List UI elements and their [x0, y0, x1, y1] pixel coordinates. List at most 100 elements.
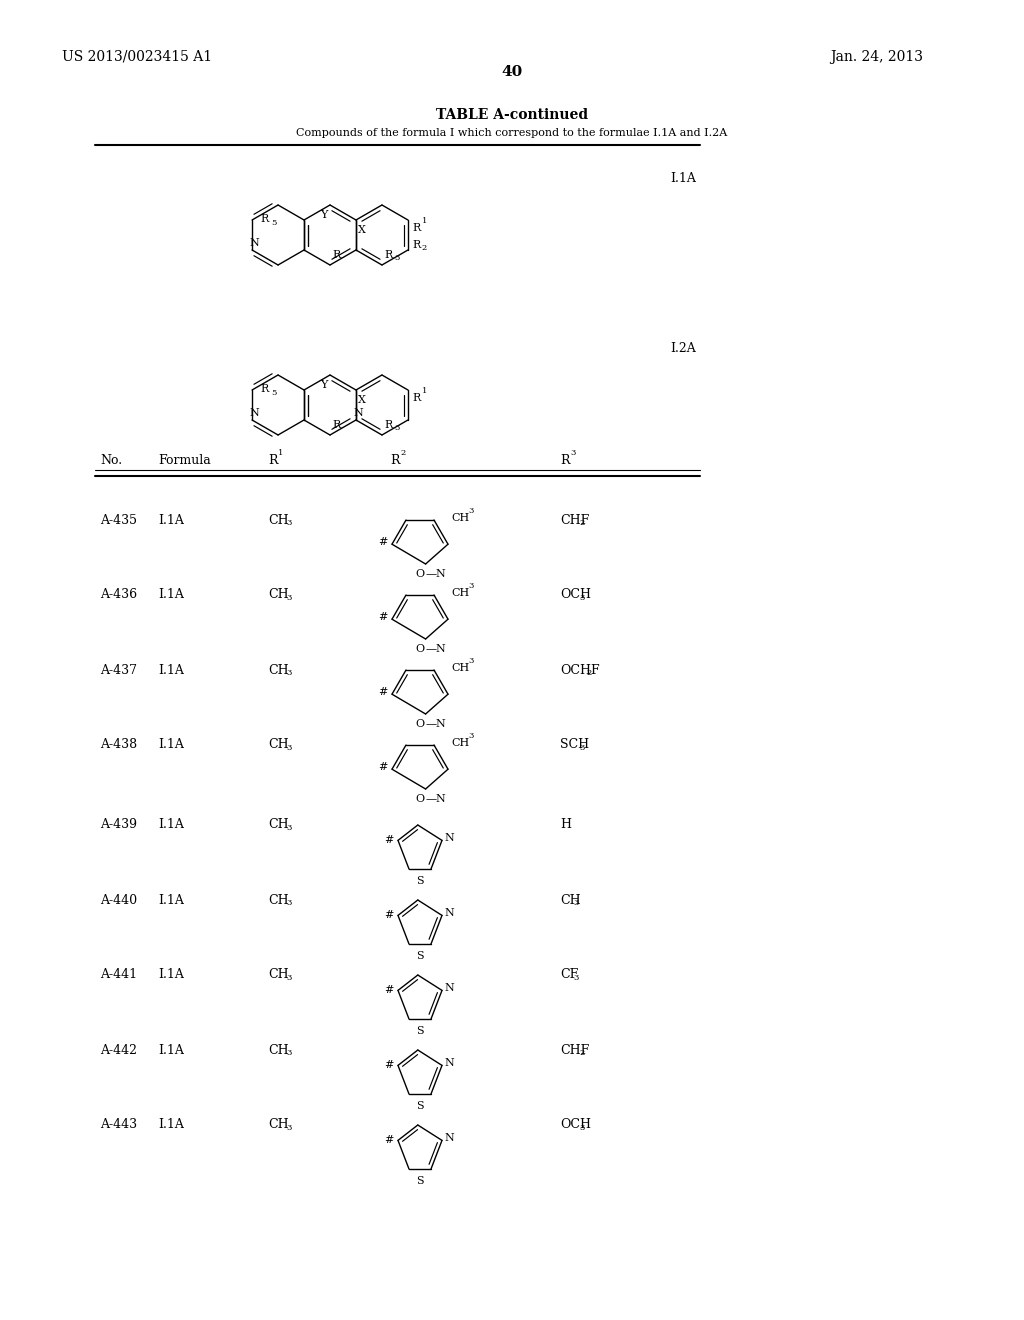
Text: CH: CH — [268, 818, 289, 832]
Text: R: R — [384, 249, 392, 260]
Text: R: R — [260, 384, 268, 393]
Text: R: R — [332, 249, 340, 260]
Text: S: S — [416, 876, 424, 886]
Text: —: — — [426, 644, 437, 653]
Text: I.2A: I.2A — [670, 342, 695, 355]
Text: 3: 3 — [286, 974, 292, 982]
Text: I.1A: I.1A — [158, 969, 184, 982]
Text: #: # — [378, 537, 387, 546]
Text: SCH: SCH — [560, 738, 589, 751]
Text: #: # — [384, 836, 393, 845]
Text: I.1A: I.1A — [158, 589, 184, 602]
Text: CH: CH — [268, 589, 289, 602]
Text: CH: CH — [451, 513, 469, 523]
Text: 3: 3 — [468, 657, 473, 665]
Text: CH: CH — [560, 894, 581, 907]
Text: R: R — [260, 214, 268, 224]
Text: X: X — [358, 395, 366, 405]
Text: CH: CH — [268, 1044, 289, 1056]
Text: 2: 2 — [580, 1049, 585, 1057]
Text: R: R — [332, 420, 340, 430]
Text: R: R — [412, 393, 420, 403]
Text: CH: CH — [268, 513, 289, 527]
Text: N: N — [444, 1134, 454, 1143]
Text: Y: Y — [319, 380, 328, 389]
Text: A-439: A-439 — [100, 818, 137, 832]
Text: R: R — [390, 454, 399, 466]
Text: —: — — [426, 795, 437, 804]
Text: #: # — [384, 986, 393, 995]
Text: 3: 3 — [286, 1049, 292, 1057]
Text: N: N — [435, 719, 444, 729]
Text: OCH: OCH — [560, 589, 591, 602]
Text: 3: 3 — [394, 253, 399, 261]
Text: #: # — [384, 1135, 393, 1146]
Text: 3: 3 — [286, 899, 292, 907]
Text: 3: 3 — [468, 582, 473, 590]
Text: CHF: CHF — [560, 1044, 589, 1056]
Text: N: N — [435, 795, 444, 804]
Text: 3: 3 — [286, 669, 292, 677]
Text: N: N — [435, 569, 444, 579]
Text: TABLE A-continued: TABLE A-continued — [436, 108, 588, 121]
Text: #: # — [378, 612, 387, 622]
Text: O: O — [415, 795, 424, 804]
Text: N: N — [444, 908, 454, 919]
Text: A-443: A-443 — [100, 1118, 137, 1131]
Text: 2: 2 — [422, 244, 427, 252]
Text: N: N — [444, 1059, 454, 1068]
Text: 3: 3 — [468, 733, 473, 741]
Text: CHF: CHF — [560, 513, 589, 527]
Text: #: # — [384, 1060, 393, 1071]
Text: CH: CH — [268, 969, 289, 982]
Text: —: — — [426, 569, 437, 579]
Text: 1: 1 — [422, 387, 427, 395]
Text: O: O — [415, 644, 424, 653]
Text: 3: 3 — [468, 507, 473, 515]
Text: N: N — [444, 833, 454, 843]
Text: I.1A: I.1A — [158, 1044, 184, 1056]
Text: 3: 3 — [580, 1125, 585, 1133]
Text: 5: 5 — [271, 389, 276, 397]
Text: 3: 3 — [286, 519, 292, 527]
Text: Y: Y — [319, 210, 328, 220]
Text: CF: CF — [560, 969, 579, 982]
Text: CH: CH — [451, 587, 469, 598]
Text: 3: 3 — [286, 1125, 292, 1133]
Text: N: N — [435, 644, 444, 653]
Text: X: X — [358, 224, 366, 235]
Text: R: R — [560, 454, 569, 466]
Text: A-436: A-436 — [100, 589, 137, 602]
Text: N: N — [249, 238, 259, 248]
Text: 40: 40 — [502, 65, 522, 79]
Text: Jan. 24, 2013: Jan. 24, 2013 — [830, 50, 923, 63]
Text: CH: CH — [268, 738, 289, 751]
Text: A-437: A-437 — [100, 664, 137, 676]
Text: 3: 3 — [573, 899, 579, 907]
Text: OCH: OCH — [560, 1118, 591, 1131]
Text: OCHF: OCHF — [560, 664, 600, 676]
Text: Formula: Formula — [158, 454, 211, 466]
Text: US 2013/0023415 A1: US 2013/0023415 A1 — [62, 50, 212, 63]
Text: 3: 3 — [573, 974, 579, 982]
Text: CH: CH — [268, 894, 289, 907]
Text: #: # — [384, 911, 393, 920]
Text: A-442: A-442 — [100, 1044, 137, 1056]
Text: 5: 5 — [271, 219, 276, 227]
Text: #: # — [378, 686, 387, 697]
Text: 1: 1 — [278, 449, 284, 457]
Text: 3: 3 — [286, 744, 292, 752]
Text: I.1A: I.1A — [158, 664, 184, 676]
Text: 3: 3 — [286, 594, 292, 602]
Text: 3: 3 — [570, 449, 575, 457]
Text: 3: 3 — [580, 594, 585, 602]
Text: H: H — [560, 818, 571, 832]
Text: 2: 2 — [400, 449, 406, 457]
Text: I.1A: I.1A — [158, 738, 184, 751]
Text: #: # — [378, 762, 387, 772]
Text: I.1A: I.1A — [670, 172, 696, 185]
Text: Compounds of the formula I which correspond to the formulae I.1A and I.2A: Compounds of the formula I which corresp… — [296, 128, 728, 139]
Text: CH: CH — [268, 664, 289, 676]
Text: No.: No. — [100, 454, 122, 466]
Text: I.1A: I.1A — [158, 818, 184, 832]
